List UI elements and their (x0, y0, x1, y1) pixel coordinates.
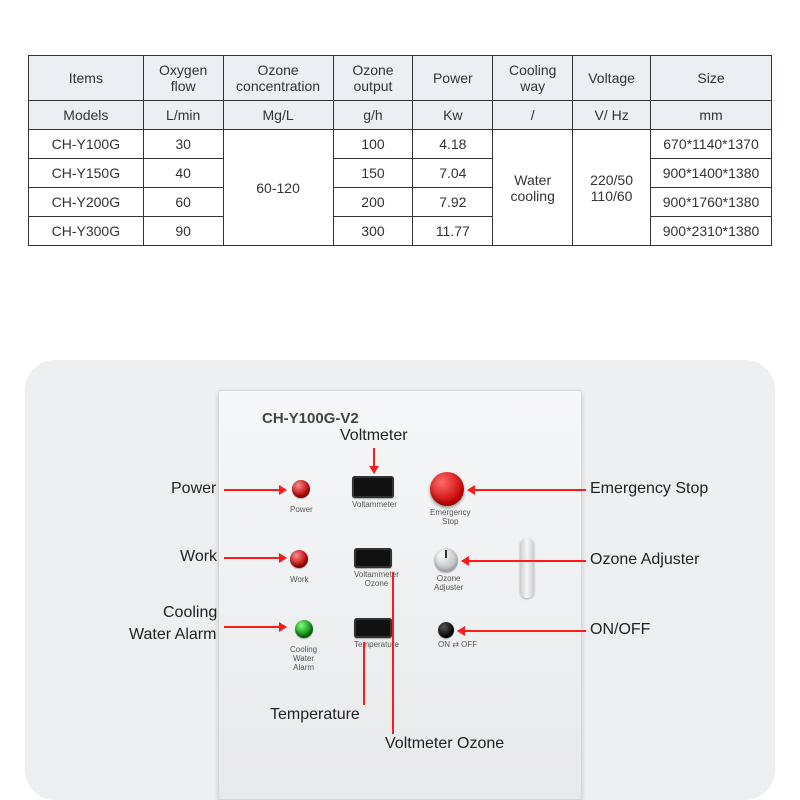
work-led: Work (290, 550, 309, 585)
table-row: CH-Y200G 60 200 7.92 900*1760*1380 (29, 188, 772, 217)
unit-flow: L/min (143, 101, 223, 130)
meter-icon (354, 548, 392, 568)
cell-out: 200 (333, 188, 413, 217)
table-row: CH-Y300G 90 300 11.77 900*2310*1380 (29, 217, 772, 246)
led-green-icon (295, 620, 313, 638)
led-red-icon (292, 480, 310, 498)
led-red-icon (290, 550, 308, 568)
cell-pwr: 4.18 (413, 130, 493, 159)
th-voltage: Voltage (573, 56, 651, 101)
line-ozone-adj (462, 560, 586, 562)
line-estop (468, 489, 586, 491)
line-volt-ozone-v (392, 572, 394, 734)
knob-icon (434, 548, 458, 572)
callout-volt-ozone: Voltmeter Ozone (385, 735, 504, 753)
unit-pwr: Kw (413, 101, 493, 130)
cell-model: CH-Y200G (29, 188, 144, 217)
panel-handle[interactable] (520, 538, 534, 598)
cell-pwr: 7.04 (413, 159, 493, 188)
callout-temperature: Temperature (270, 706, 360, 724)
unit-models: Models (29, 101, 144, 130)
callout-cooling-l1: Cooling (163, 604, 217, 622)
ozone-adj-sublabel: Ozone Adjuster (434, 575, 463, 593)
cell-out: 100 (333, 130, 413, 159)
cell-flow: 30 (143, 130, 223, 159)
cell-size: 900*2310*1380 (651, 217, 772, 246)
th-items: Items (29, 56, 144, 101)
th-ozone-c: Ozone concentration (223, 56, 333, 101)
cell-ozone-conc: 60-120 (223, 130, 333, 246)
voltmeter-display: Voltammeter (352, 476, 397, 510)
line-voltmeter (373, 448, 375, 473)
cooling-alarm-led: Cooling Water Alarm (290, 620, 317, 672)
line-cooling (224, 626, 286, 628)
callout-power: Power (171, 480, 216, 498)
cell-size: 670*1140*1370 (651, 130, 772, 159)
callout-work: Work (180, 548, 217, 566)
line-temperature-tip (363, 642, 365, 644)
cell-flow: 40 (143, 159, 223, 188)
meter-icon (352, 476, 394, 498)
cell-cooling: Water cooling (493, 130, 573, 246)
cell-out: 150 (333, 159, 413, 188)
th-ozone-o: Ozone output (333, 56, 413, 101)
callout-cooling-l2: Water Alarm (129, 626, 216, 644)
callout-onoff: ON/OFF (590, 621, 650, 639)
cell-pwr: 7.92 (413, 188, 493, 217)
callout-ozone-adj: Ozone Adjuster (590, 551, 699, 569)
unit-cool: / (493, 101, 573, 130)
voltmeter-sublabel: Voltammeter (352, 501, 397, 510)
th-size: Size (651, 56, 772, 101)
onoff-sublabel: ON ⇄ OFF (438, 641, 477, 650)
cell-size: 900*1760*1380 (651, 188, 772, 217)
table-header-row: Items Oxygen flow Ozone concentration Oz… (29, 56, 772, 101)
table-row: CH-Y150G 40 150 7.04 900*1400*1380 (29, 159, 772, 188)
callout-estop: Emergency Stop (590, 480, 708, 498)
work-sublabel: Work (290, 576, 309, 585)
cell-flow: 60 (143, 188, 223, 217)
th-cooling: Cooling way (493, 56, 573, 101)
handle-icon (520, 538, 534, 598)
th-oxygen: Oxygen flow (143, 56, 223, 101)
spec-table: Items Oxygen flow Ozone concentration Oz… (28, 55, 772, 246)
cell-size: 900*1400*1380 (651, 159, 772, 188)
table-row: CH-Y100G 30 60-120 100 4.18 Water coolin… (29, 130, 772, 159)
cell-model: CH-Y300G (29, 217, 144, 246)
cell-out: 300 (333, 217, 413, 246)
power-led: Power (290, 480, 313, 515)
cell-model: CH-Y100G (29, 130, 144, 159)
unit-size: mm (651, 101, 772, 130)
panel-model-label: CH-Y100G-V2 (262, 410, 359, 427)
line-power (224, 489, 286, 491)
cell-pwr: 11.77 (413, 217, 493, 246)
emergency-stop-icon (430, 472, 464, 506)
ozone-adjuster-knob[interactable]: Ozone Adjuster (434, 548, 463, 593)
table-units-row: Models L/min Mg/L g/h Kw / V/ Hz mm (29, 101, 772, 130)
cool-alarm-sublabel: Cooling Water Alarm (290, 646, 317, 672)
cell-model: CH-Y150G (29, 159, 144, 188)
unit-volt: V/ Hz (573, 101, 651, 130)
unit-out: g/h (333, 101, 413, 130)
cell-voltage: 220/50 110/60 (573, 130, 651, 246)
emergency-stop-button[interactable]: Emergency Stop (430, 472, 470, 527)
line-onoff (458, 630, 586, 632)
power-sublabel: Power (290, 506, 313, 515)
meter-icon (354, 618, 392, 638)
line-work (224, 557, 286, 559)
toggle-icon (438, 622, 454, 638)
unit-conc: Mg/L (223, 101, 333, 130)
estop-sublabel: Emergency Stop (430, 509, 470, 527)
th-power: Power (413, 56, 493, 101)
callout-voltmeter: Voltmeter (340, 427, 408, 445)
cell-flow: 90 (143, 217, 223, 246)
line-temperature-v (363, 642, 365, 705)
